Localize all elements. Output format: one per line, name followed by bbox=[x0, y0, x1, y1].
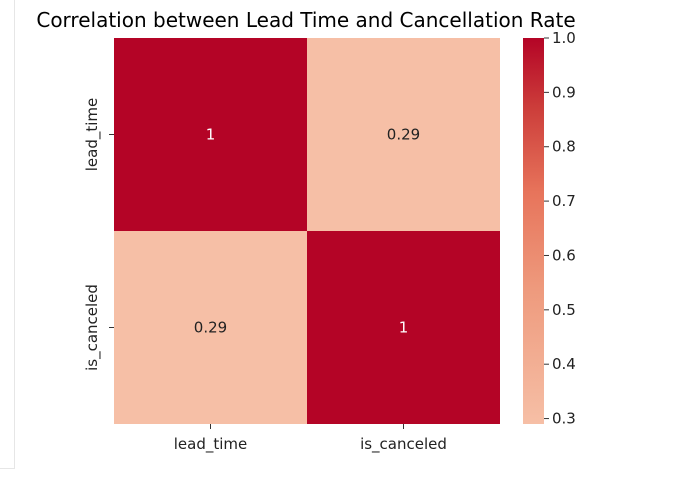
heatmap-cell bbox=[307, 231, 500, 424]
colorbar-tick-label: 0.8 bbox=[552, 138, 576, 156]
colorbar-tick-label: 0.7 bbox=[552, 192, 576, 210]
notebook-cell-border bbox=[14, 0, 15, 468]
x-tick-label: lead_time bbox=[174, 435, 248, 454]
colorbar-tick-label: 0.5 bbox=[552, 301, 576, 319]
colorbar-tick-label: 0.6 bbox=[552, 246, 576, 264]
heatmap-cell bbox=[114, 38, 307, 231]
cell-annotation: 1 bbox=[399, 319, 409, 337]
cell-annotation: 0.29 bbox=[194, 319, 227, 337]
x-tick-label: is_canceled bbox=[360, 435, 447, 454]
heatmap-cell bbox=[114, 231, 307, 424]
y-tick-label: lead_time bbox=[83, 98, 102, 172]
cell-annotation: 1 bbox=[206, 126, 216, 144]
colorbar-tick-label: 1.0 bbox=[552, 29, 576, 47]
colorbar-tick-label: 0.9 bbox=[552, 83, 576, 101]
colorbar-tick-label: 0.3 bbox=[552, 410, 576, 428]
y-tick-label: is_canceled bbox=[83, 284, 102, 371]
heatmap-cell bbox=[307, 38, 500, 231]
notebook-cell-border-bottom bbox=[0, 468, 15, 469]
colorbar bbox=[523, 38, 544, 424]
chart-title: Correlation between Lead Time and Cancel… bbox=[36, 8, 575, 32]
cell-annotation: 0.29 bbox=[387, 126, 420, 144]
colorbar-tick-label: 0.4 bbox=[552, 355, 576, 373]
